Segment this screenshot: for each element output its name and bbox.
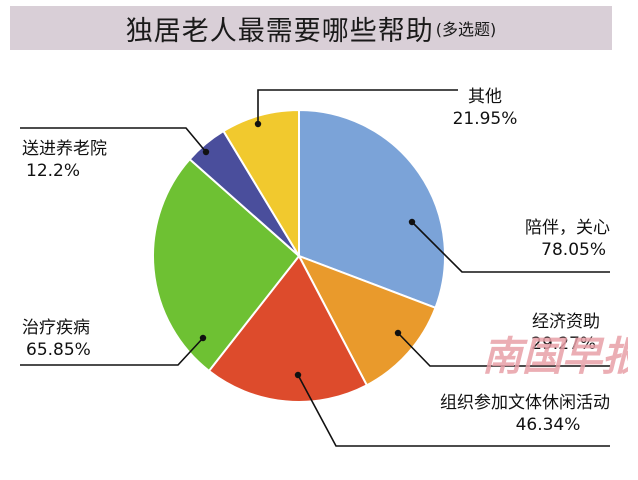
title-banner: 独居老人最需要哪些帮助 (多选题) <box>10 6 612 50</box>
leader-dot <box>394 329 402 337</box>
watermark-text: 南国早报 <box>482 333 628 380</box>
slice-label: 其他 <box>468 87 502 107</box>
slice-label: 治疗疾病 <box>22 318 90 338</box>
slice-percent-label: 46.34% <box>516 415 581 435</box>
leader-line <box>257 89 458 124</box>
pie-slice <box>296 254 437 387</box>
chart-subtitle: (多选题) <box>435 20 497 39</box>
leader-line <box>20 127 207 153</box>
slice-percent-label: 78.05% <box>541 240 606 260</box>
leader-dot <box>199 334 207 342</box>
slice-label: 送进养老院 <box>22 139 107 159</box>
chart-title: 独居老人最需要哪些帮助 <box>125 15 434 47</box>
leader-line <box>411 221 610 273</box>
pie-slice <box>207 254 369 403</box>
slice-label: 组织参加文体休闲活动 <box>440 393 610 413</box>
leader-dot <box>294 371 302 379</box>
slice-label: 陪伴，关心 <box>525 218 610 238</box>
leader-dot <box>408 218 416 226</box>
pie-slice <box>298 108 446 310</box>
leader-line <box>20 337 204 366</box>
pie-slice <box>222 108 300 260</box>
newspaper-watermark: 南国早报 <box>482 333 628 380</box>
leader-dot <box>202 148 210 156</box>
slice-percent-label: 65.85% <box>26 340 91 360</box>
leader-dot <box>254 120 262 128</box>
slice-percent-label: 21.95% <box>453 109 518 129</box>
slice-percent-label: 29.27% <box>531 334 596 354</box>
slice-label: 经济资助 <box>532 312 600 332</box>
leader-line <box>297 374 610 447</box>
slice-percent-label: 12.2% <box>26 161 80 181</box>
leader-line <box>397 332 610 367</box>
